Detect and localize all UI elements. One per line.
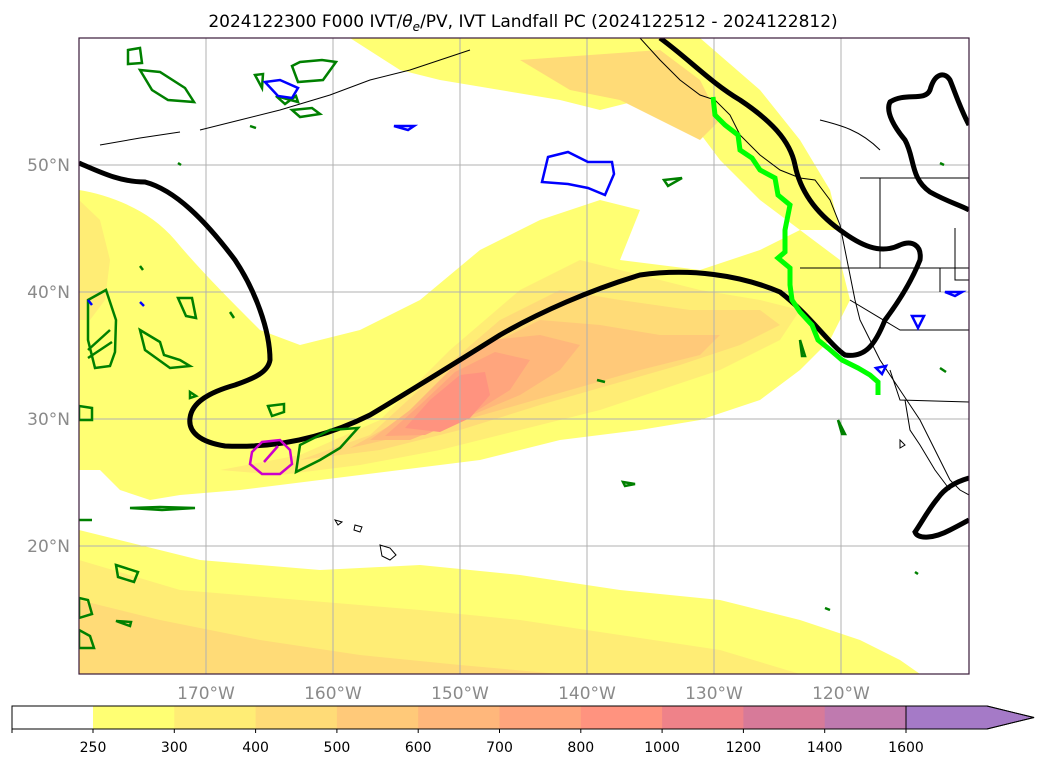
lat-labels: 50°N 40°N 30°N 20°N — [27, 156, 70, 557]
colorbar-swatch — [336, 706, 419, 729]
pv-contours-blue — [87, 78, 967, 377]
colorbar-tick-label: 1600 — [888, 740, 924, 756]
lon-label-160w: 160°W — [304, 684, 362, 704]
pv-contour-magenta — [248, 438, 294, 476]
colorbar-tick-label: 800 — [567, 740, 594, 756]
ivt-band-north-inner — [520, 50, 720, 140]
ivt-band-south-core — [79, 600, 560, 674]
map-panel — [79, 38, 969, 674]
lon-label-120w: 120°W — [812, 684, 870, 704]
lon-label-130w: 130°W — [685, 684, 743, 704]
colorbar-swatch — [580, 706, 663, 729]
pv-contours-green — [79, 46, 947, 650]
colorbar-tick-label: 300 — [161, 740, 188, 756]
lat-label-20: 20°N — [27, 537, 70, 557]
colorbar-tick-label: 1400 — [807, 740, 843, 756]
colorbar-tick-label: 250 — [80, 740, 107, 756]
lon-labels: 170°W 160°W 150°W 140°W 130°W 120°W — [177, 684, 870, 704]
colorbar-swatch — [499, 706, 582, 729]
lat-label-50: 50°N — [27, 156, 70, 176]
coastlines — [99, 38, 969, 561]
lon-label-140w: 140°W — [558, 684, 616, 704]
colorbar-tick-label: 1000 — [644, 740, 680, 756]
ivt-band-west-edge — [79, 200, 110, 320]
colorbar-tick-label: 500 — [324, 740, 351, 756]
colorbar-swatch — [824, 706, 907, 729]
ivt-landfall-line — [710, 96, 881, 395]
colorbar-swatch — [174, 706, 257, 729]
colorbar-tick-label: 600 — [405, 740, 432, 756]
lon-label-170w: 170°W — [177, 684, 235, 704]
ivt-contour-west — [79, 38, 923, 449]
colorbar-below-range — [12, 706, 93, 729]
colorbar-swatch — [255, 706, 338, 729]
map-title: 2024122300 F000 IVT/θe/PV, IVT Landfall … — [208, 12, 837, 34]
lon-label-150w: 150°W — [431, 684, 489, 704]
colorbar-extend-arrow — [905, 705, 1035, 730]
lat-label-30: 30°N — [27, 410, 70, 430]
colorbar-swatch — [662, 706, 744, 729]
gridlines — [79, 38, 969, 674]
colorbar-tick-label: 700 — [486, 740, 513, 756]
colorbar-swatch — [743, 706, 826, 729]
colorbar-tick-label: 400 — [242, 740, 269, 756]
ivt-ar-800 — [405, 372, 490, 432]
colorbar-outline — [11, 705, 1035, 730]
ivt-contour-south — [912, 475, 969, 540]
colorbar-swatch — [93, 706, 175, 729]
ivt-contours — [79, 38, 969, 540]
colorbar-tick-label: 1200 — [726, 740, 762, 756]
map-frame — [78, 37, 970, 675]
colorbar-swatch — [418, 706, 501, 729]
ivt-contour-east — [886, 72, 969, 213]
lat-label-40: 40°N — [27, 283, 70, 303]
colorbar: 250 300 400 500 600 700 800 1000 1200 1400 1600 — [11, 705, 1035, 756]
